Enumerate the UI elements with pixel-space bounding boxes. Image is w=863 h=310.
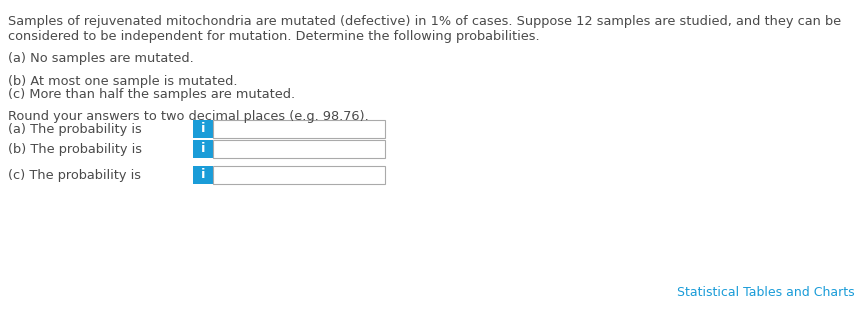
Text: (a) No samples are mutated.: (a) No samples are mutated. xyxy=(8,52,194,65)
FancyBboxPatch shape xyxy=(213,140,385,158)
Text: Samples of rejuvenated mitochondria are mutated (defective) in 1% of cases. Supp: Samples of rejuvenated mitochondria are … xyxy=(8,15,841,28)
Text: (b) The probability is: (b) The probability is xyxy=(8,143,142,156)
FancyBboxPatch shape xyxy=(193,120,213,138)
Text: i: i xyxy=(201,143,205,156)
Text: i: i xyxy=(201,122,205,135)
Text: (b) At most one sample is mutated.: (b) At most one sample is mutated. xyxy=(8,75,237,88)
Text: (c) The probability is: (c) The probability is xyxy=(8,169,141,181)
Text: i: i xyxy=(201,169,205,181)
Text: Round your answers to two decimal places (e.g. 98.76).: Round your answers to two decimal places… xyxy=(8,110,369,123)
FancyBboxPatch shape xyxy=(213,166,385,184)
Text: considered to be independent for mutation. Determine the following probabilities: considered to be independent for mutatio… xyxy=(8,30,539,43)
Text: (c) More than half the samples are mutated.: (c) More than half the samples are mutat… xyxy=(8,88,295,101)
FancyBboxPatch shape xyxy=(193,140,213,158)
FancyBboxPatch shape xyxy=(193,166,213,184)
Text: Statistical Tables and Charts: Statistical Tables and Charts xyxy=(677,286,855,299)
FancyBboxPatch shape xyxy=(213,120,385,138)
Text: (a) The probability is: (a) The probability is xyxy=(8,122,142,135)
